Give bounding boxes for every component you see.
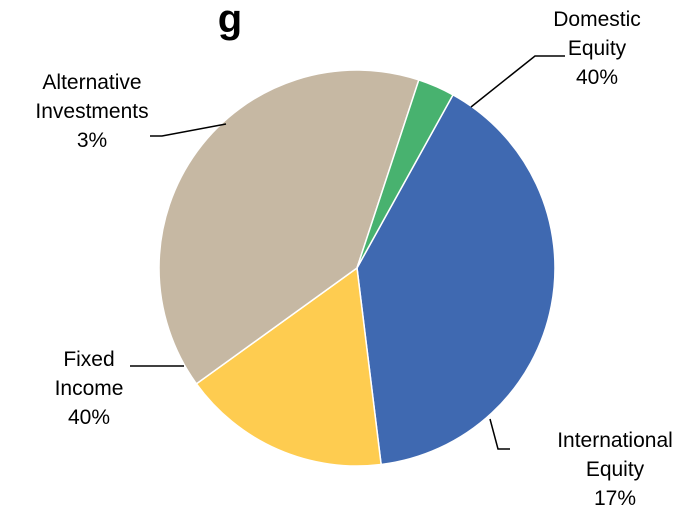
slice-label-international-equity: International Equity 17% xyxy=(557,429,673,510)
slice-label-line: International xyxy=(557,429,673,452)
slice-percent: 17% xyxy=(594,487,636,510)
slice-label-fixed-income: Fixed Income 40% xyxy=(55,348,124,429)
slice-label-domestic-equity: Domestic Equity 40% xyxy=(553,8,641,89)
pie-slice-fixed-income xyxy=(158,69,420,385)
leader-line-alternative-investments xyxy=(150,123,227,137)
slice-label-line: Income xyxy=(55,377,124,400)
slice-label-alternative-investments: Alternative Investments 3% xyxy=(35,71,148,152)
pie-slice-alternative-investments xyxy=(356,78,455,269)
slice-label-line: Domestic xyxy=(553,8,641,31)
leader-line-international-equity xyxy=(489,418,510,450)
chart-title: g xyxy=(218,0,242,41)
pie-slice-international-equity xyxy=(195,266,382,467)
slice-percent: 40% xyxy=(68,406,110,429)
slice-label-line: Equity xyxy=(568,37,627,60)
slice-label-line: Investments xyxy=(35,100,148,123)
slice-labels: Domestic Equity 40% International Equity 17% F… xyxy=(35,8,672,510)
slice-percent: 40% xyxy=(576,66,618,89)
pie-slices xyxy=(158,69,556,467)
slice-label-line: Alternative xyxy=(42,71,141,94)
slice-percent: 3% xyxy=(77,129,107,152)
slice-label-line: Equity xyxy=(586,458,645,481)
leader-lines xyxy=(130,55,565,450)
leader-line-domestic-equity xyxy=(470,55,565,108)
pie-slice-domestic-equity xyxy=(356,93,556,466)
slice-label-line: Fixed xyxy=(63,348,114,371)
